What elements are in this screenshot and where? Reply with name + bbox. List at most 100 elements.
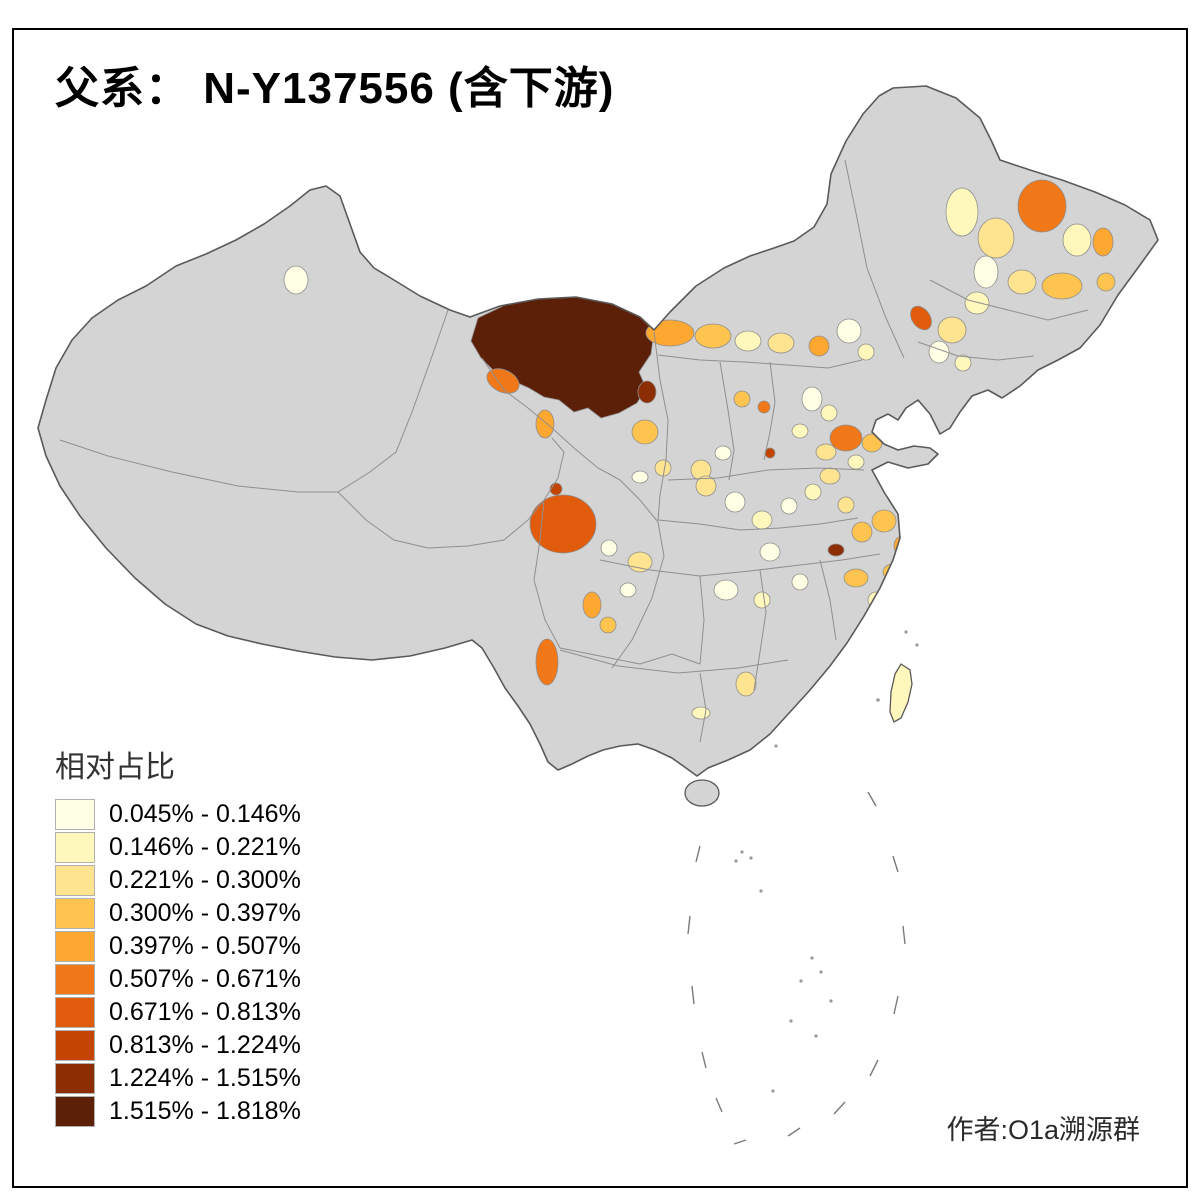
map-region: [882, 563, 904, 581]
legend-row: 0.813% - 1.224%: [55, 1029, 301, 1062]
legend-row: 1.515% - 1.818%: [55, 1095, 301, 1128]
map-region: [843, 568, 869, 588]
map-region: [714, 445, 732, 461]
mainland-landmass: [38, 86, 1158, 776]
map-region: [713, 579, 739, 601]
map-region: [791, 573, 809, 591]
map-region: [1062, 223, 1092, 257]
map-region: [964, 291, 990, 315]
legend-label: 0.507% - 0.671%: [109, 965, 301, 993]
map-region: [836, 318, 862, 344]
map-region: [637, 380, 657, 404]
hainan-island: [684, 779, 720, 807]
map-region: [954, 354, 972, 372]
legend-swatch: [55, 1063, 95, 1094]
map-region: [1096, 272, 1116, 292]
map-region: [735, 671, 757, 697]
map-region: [582, 591, 602, 619]
map-region: [780, 497, 798, 515]
map-region: [631, 470, 649, 484]
legend-label: 0.045% - 0.146%: [109, 800, 301, 828]
map-region: [529, 494, 597, 554]
map-region: [973, 255, 999, 289]
legend-label: 0.300% - 0.397%: [109, 899, 301, 927]
map-region: [691, 706, 711, 720]
map-region: [857, 343, 875, 361]
map-region: [861, 433, 883, 453]
map-region: [283, 265, 309, 295]
map-region: [804, 483, 822, 501]
map-region: [847, 454, 865, 470]
map-region: [791, 423, 809, 439]
map-region: [535, 409, 555, 439]
province-borders: [59, 159, 1089, 743]
national-border-outline: [37, 85, 1159, 777]
legend-label: 0.671% - 0.813%: [109, 998, 301, 1026]
map-region: [734, 330, 762, 352]
map-region: [837, 496, 855, 514]
map-region: [1041, 272, 1083, 300]
legend-label: 0.146% - 0.221%: [109, 833, 301, 861]
map-region: [549, 482, 563, 496]
map-region: [627, 551, 653, 573]
map-region: [893, 535, 911, 557]
legend-row: 0.045% - 0.146%: [55, 798, 301, 831]
author-credit: 作者:O1a溯源群: [946, 1115, 1140, 1145]
legend-swatch: [55, 964, 95, 995]
nine-dash-line: [687, 791, 906, 1145]
map-region: [599, 616, 617, 634]
legend-label: 0.813% - 1.224%: [109, 1031, 301, 1059]
map-region: [753, 591, 771, 609]
map-region: [724, 491, 746, 513]
legend-swatch: [55, 997, 95, 1028]
legend-row: 0.397% - 0.507%: [55, 930, 301, 963]
map-region: [801, 386, 823, 412]
taiwan-island: [889, 663, 913, 723]
map-region: [486, 368, 520, 394]
map-region: [910, 305, 932, 331]
legend-row: 0.507% - 0.671%: [55, 963, 301, 996]
map-region: [819, 467, 841, 485]
map-region: [645, 319, 695, 347]
legend-swatch: [55, 1096, 95, 1127]
map-region: [733, 390, 751, 408]
legend-swatch: [55, 1030, 95, 1061]
map-region: [827, 543, 845, 557]
map-region: [757, 400, 771, 414]
map-region: [767, 332, 795, 354]
map-region: [1007, 269, 1037, 295]
map-region: [631, 419, 659, 445]
legend-label: 0.221% - 0.300%: [109, 866, 301, 894]
map-region: [945, 187, 979, 237]
plot-border: [12, 28, 1188, 1188]
map-region: [535, 638, 559, 686]
legend-row: 0.671% - 0.813%: [55, 996, 301, 1029]
map-region: [751, 510, 773, 530]
legend-label: 1.224% - 1.515%: [109, 1064, 301, 1092]
legend: 相对占比 0.045% - 0.146% 0.146% - 0.221% 0.221…: [55, 742, 301, 1128]
legend-swatch: [55, 799, 95, 830]
map-region: [851, 521, 873, 543]
map-region: [808, 335, 830, 357]
legend-row: 0.300% - 0.397%: [55, 897, 301, 930]
legend-label: 1.515% - 1.818%: [109, 1097, 301, 1125]
map-region: [1017, 179, 1067, 233]
map-region: [654, 459, 672, 477]
legend-row: 0.221% - 0.300%: [55, 864, 301, 897]
map-title: 父系： N-Y137556 (含下游): [55, 64, 615, 113]
map-region: [829, 424, 863, 452]
island-dots: [734, 630, 919, 1093]
legend-row: 0.146% - 0.221%: [55, 831, 301, 864]
map-region: [619, 582, 637, 598]
map-region: [759, 542, 781, 562]
map-region: [600, 539, 618, 557]
legend-swatch: [55, 931, 95, 962]
legend-title: 相对占比: [55, 751, 175, 784]
map-region: [937, 316, 967, 344]
map-region: [820, 404, 838, 422]
map-region: [871, 509, 897, 533]
legend-rows: 0.045% - 0.146% 0.146% - 0.221% 0.221% - 0…: [55, 798, 301, 1128]
legend-label: 0.397% - 0.507%: [109, 932, 301, 960]
